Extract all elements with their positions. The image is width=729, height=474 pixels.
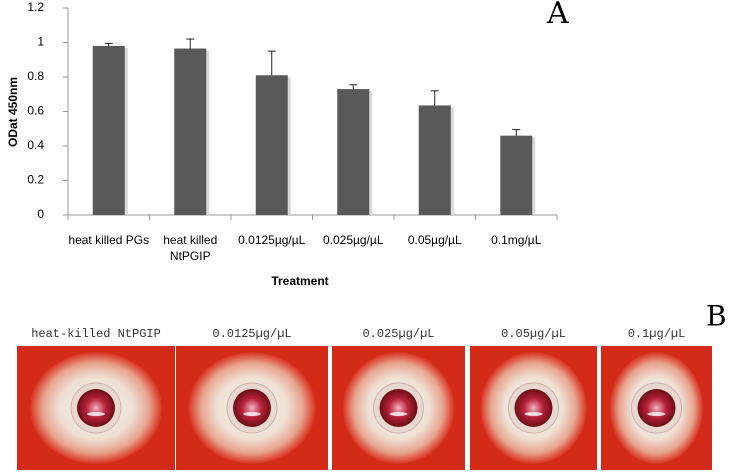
y-tick-label: 0 (37, 207, 44, 221)
y-tick-label: 1.2 (27, 0, 44, 14)
panel-label: B (706, 300, 727, 333)
photo (176, 346, 328, 470)
y-tick-label: 0.6 (27, 104, 44, 118)
x-tick-label: heat killed NtPGIP (163, 233, 218, 263)
bar (418, 105, 451, 215)
image-label: 0.1µg/µL (628, 327, 686, 341)
y-tick-label: 0.8 (27, 69, 44, 83)
error-bar (104, 42, 113, 46)
bar (92, 45, 125, 216)
error-bar (267, 50, 276, 76)
x-tick-label: heat killed PGs (68, 233, 150, 247)
well (637, 389, 676, 427)
well (233, 389, 271, 427)
error-bar (512, 129, 521, 136)
error-bar (349, 84, 358, 90)
glare (524, 412, 543, 416)
glare (87, 412, 105, 416)
bar (337, 89, 370, 215)
glare (243, 412, 261, 416)
well (514, 389, 553, 427)
error-bar (186, 38, 195, 49)
photo (332, 346, 465, 470)
x-tick-label: 0.0125µg/µL (238, 233, 306, 247)
image-label: 0.025µg/µL (362, 327, 434, 341)
x-tick-label: 0.05µg/µL (407, 233, 462, 247)
x-axis-label: Treatment (271, 274, 328, 288)
bar (255, 75, 288, 216)
photo (470, 346, 597, 470)
glare (647, 412, 666, 416)
photo (601, 346, 712, 470)
error-bar (430, 90, 439, 106)
y-axis-label: ODat 450nm (6, 77, 20, 147)
y-tick-label: 0.2 (27, 173, 44, 187)
photo (17, 346, 175, 470)
y-tick-label: 0.4 (27, 138, 44, 152)
glare (389, 412, 408, 416)
well (379, 389, 418, 427)
bar (500, 135, 533, 215)
y-tick-label: 1 (37, 35, 44, 49)
image-label: heat-killed NtPGIP (31, 327, 161, 341)
bar (174, 48, 207, 215)
image-label: 0.0125µg/µL (212, 327, 291, 341)
x-tick-label: 0.1mg/µL (491, 233, 542, 247)
well (77, 389, 115, 427)
panel-label: A (546, 0, 569, 31)
x-tick-label: 0.025µg/µL (322, 233, 384, 247)
image-label: 0.05µg/µL (501, 327, 566, 341)
